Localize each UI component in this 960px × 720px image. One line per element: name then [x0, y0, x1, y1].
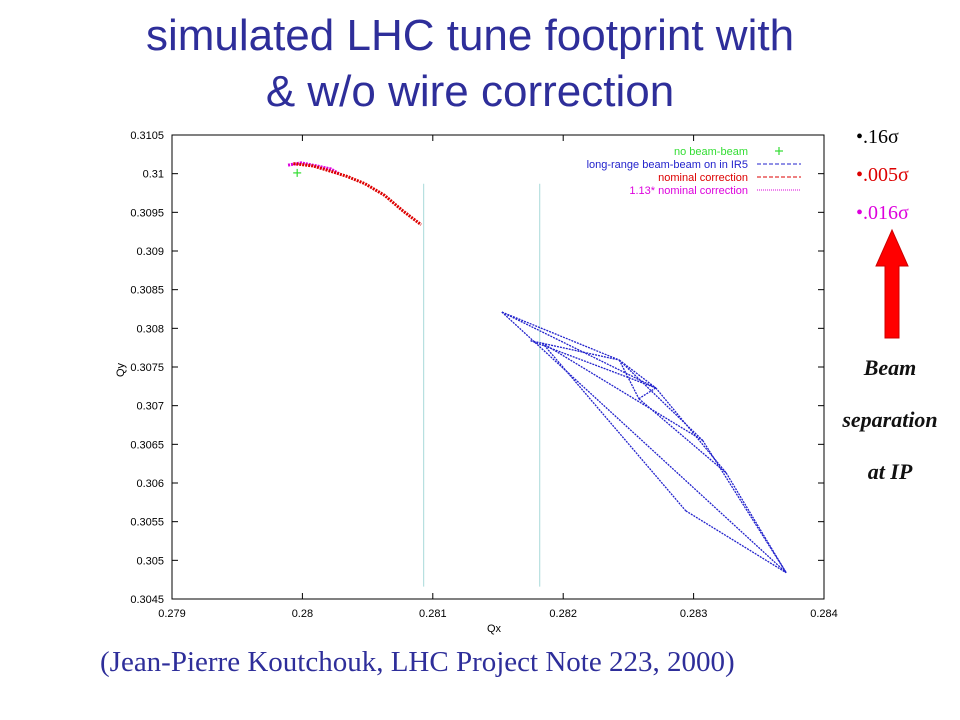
y-tick-label: 0.307: [136, 401, 164, 413]
footprint-edge: [541, 342, 687, 512]
y-tick-label: 0.3095: [130, 207, 164, 219]
footprint-edge: [618, 359, 640, 400]
y-tick-label: 0.3105: [130, 130, 164, 142]
legend-label: nominal correction: [658, 172, 748, 184]
footprint-edge: [638, 387, 657, 400]
x-tick-label: 0.279: [158, 608, 186, 620]
scaled-correction-footprint: [287, 161, 340, 175]
footprint-edge: [541, 342, 704, 442]
y-axis-label: Qy: [115, 362, 127, 377]
side-legend-item: •.016σ: [856, 202, 909, 224]
plot-frame: [171, 134, 825, 600]
footprint-edge: [638, 398, 727, 474]
up-arrow-icon: [875, 228, 909, 339]
y-tick-label: 0.309: [136, 246, 164, 258]
x-tick-label: 0.282: [549, 608, 577, 620]
y-tick-label: 0.3045: [130, 594, 164, 606]
y-tick-label: 0.3065: [130, 439, 164, 451]
y-tick-label: 0.3055: [130, 517, 164, 529]
nominal-correction-footprint: [293, 162, 422, 226]
side-legend-item: •.005σ: [856, 164, 909, 186]
footprint-edge: [530, 340, 620, 361]
slide-title: simulated LHC tune footprint with & w/o …: [40, 8, 900, 120]
footprint-edge: [618, 359, 704, 441]
x-tick-label: 0.284: [810, 608, 838, 620]
legend-label: 1.13* nominal correction: [629, 185, 748, 197]
footprint-edge: [725, 472, 787, 574]
footprint-edge: [501, 311, 787, 574]
x-tick-label: 0.283: [680, 608, 708, 620]
x-tick-label: 0.281: [419, 608, 447, 620]
y-tick-label: 0.31: [143, 169, 164, 181]
x-axis-ticks: 0.279 0.28 0.281 0.282 0.283 0.284: [158, 135, 838, 620]
side-legend-item: •.16σ: [856, 126, 899, 148]
footprint-edge: [685, 510, 787, 574]
x-tick-label: 0.28: [292, 608, 313, 620]
footprint-edge: [501, 311, 657, 389]
y-axis-ticks: 0.3045 0.305 0.3055 0.306 0.3065 0.307 0.3075 0…: [130, 130, 824, 606]
beam-label-line-2: separation: [842, 407, 938, 432]
beam-label-line-1: Beam: [863, 355, 917, 380]
citation: (Jean-Pierre Koutchouk, LHC Project Note…: [100, 646, 735, 678]
beam-separation-label: Beam separation at IP: [815, 342, 960, 498]
beam-separation-legend: •.16σ •.005σ •.016σ: [856, 118, 909, 232]
footprint-edge: [501, 311, 620, 361]
legend-label: no beam-beam: [674, 146, 748, 158]
footprint-edge: [530, 340, 657, 389]
y-tick-label: 0.306: [136, 478, 164, 490]
y-tick-label: 0.3085: [130, 285, 164, 297]
series-layer: [287, 161, 787, 574]
footprint-edge: [618, 359, 657, 389]
slide-title-line-2: & w/o wire correction: [265, 67, 675, 116]
y-tick-label: 0.308: [136, 323, 164, 335]
y-tick-label: 0.305: [136, 555, 164, 567]
legend-label: long-range beam-beam on in IR5: [587, 159, 748, 171]
beam-label-line-3: at IP: [867, 459, 913, 484]
y-tick-label: 0.3075: [130, 362, 164, 374]
footprint-edge: [655, 387, 727, 474]
slide-title-line-1: simulated LHC tune footprint with: [145, 11, 795, 60]
reference-lines: [423, 183, 541, 587]
x-axis-label: Qx: [487, 623, 502, 635]
